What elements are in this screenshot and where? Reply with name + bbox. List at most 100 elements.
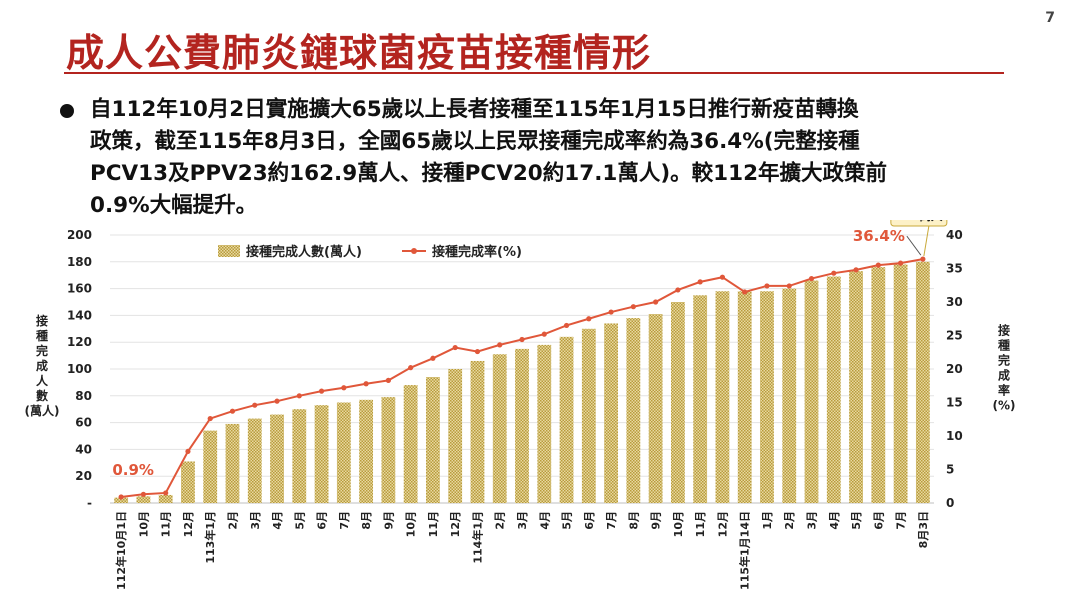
x-tick-label: 12月 <box>449 511 462 537</box>
x-tick-label: 6月 <box>316 511 329 530</box>
last-count-callout <box>890 220 948 227</box>
rate-point <box>341 385 347 391</box>
x-tick-label: 1月 <box>761 511 774 530</box>
rate-point <box>764 283 770 289</box>
last-rate-label: 36.4% <box>853 227 905 245</box>
y-right-tick-label: 25 <box>946 329 963 343</box>
x-tick-label: 114年1月 <box>470 511 484 564</box>
summary-text: 自112年10月2日實施擴大65歲以上長者接種至115年1月15日推行新疫苗轉換… <box>90 94 1040 222</box>
rate-point <box>563 322 570 329</box>
rate-point <box>808 275 815 282</box>
rate-point <box>474 348 481 355</box>
y-left-tick-label: 140 <box>67 308 92 322</box>
rate-point <box>586 316 592 322</box>
rate-point <box>497 342 503 348</box>
bar <box>515 348 529 503</box>
summary-line: PCV13及PPV23約162.9萬人、接種PCV20約17.1萬人)。較112… <box>90 161 888 186</box>
x-tick-label: 4月 <box>271 511 284 530</box>
x-tick-label: 7月 <box>895 511 908 530</box>
bar <box>270 414 284 503</box>
summary-line: 政策，截至115年8月3日，全國65歲以上民眾接種完成率約為36.4%(完整接種 <box>90 129 860 154</box>
bar-series <box>114 261 930 503</box>
rate-point <box>519 336 525 343</box>
bar <box>314 405 329 503</box>
bar <box>915 261 930 503</box>
x-tick-label: 10月 <box>672 511 685 537</box>
x-tick-label: 6月 <box>872 511 885 530</box>
rate-point <box>163 490 169 496</box>
vaccination-chart: - 20 40 60 80 100 120 140 160 180 200 0 5 10 15 20 25 30 3… <box>25 220 1016 590</box>
rate-point <box>742 289 748 295</box>
slide-title: 成人公費肺炎鏈球菌疫苗接種情形 <box>66 31 652 75</box>
bullet-dot-icon <box>60 104 74 118</box>
legend-line-marker <box>411 248 417 254</box>
bar <box>871 267 886 503</box>
x-tick-label: 11月 <box>694 511 707 537</box>
x-tick-label: 112年10月1日 <box>114 511 128 590</box>
x-tick-label: 5月 <box>850 511 863 530</box>
x-tick-label: 10月 <box>137 511 150 537</box>
x-tick-label: 8月 <box>627 511 640 530</box>
legend-bar-swatch <box>218 245 240 257</box>
rate-point <box>140 491 147 497</box>
x-tick-label: 4月 <box>828 511 841 530</box>
rate-point <box>653 299 659 305</box>
rate-point <box>786 283 792 289</box>
bar <box>203 430 218 503</box>
bar <box>626 318 641 503</box>
bar <box>492 354 507 503</box>
x-tick-label: 113年1月 <box>203 511 217 564</box>
summary-line: 0.9%大幅提升。 <box>90 193 258 218</box>
rate-point <box>697 279 703 285</box>
rate-point <box>385 377 391 383</box>
bar <box>804 280 819 503</box>
x-tick-label: 2月 <box>494 511 507 530</box>
x-tick-label: 3月 <box>806 511 819 530</box>
bar <box>247 418 262 503</box>
bar <box>737 291 752 503</box>
legend-bar-label: 接種完成人數(萬人) <box>246 244 362 260</box>
rate-point <box>318 388 325 394</box>
legend: 接種完成人數(萬人) 接種完成率(%) <box>218 244 522 260</box>
x-tick-label: 2月 <box>783 511 796 530</box>
y-left-tick-label: 100 <box>67 362 92 376</box>
y-left-tick-label: 160 <box>67 282 92 296</box>
bar <box>158 494 173 503</box>
x-tick-label: 9月 <box>382 511 395 530</box>
bar <box>693 295 708 503</box>
rate-point <box>118 494 124 500</box>
x-tick-label: 3月 <box>249 511 262 530</box>
rate-point <box>719 274 726 280</box>
bar <box>670 302 685 503</box>
x-tick-label: 3月 <box>516 511 529 530</box>
last-count-label: 180萬人 <box>895 220 943 223</box>
x-tick-label: 11月 <box>160 511 173 537</box>
bar <box>470 360 485 503</box>
summary-line: 自112年10月2日實施擴大65歲以上長者接種至115年1月15日推行新疫苗轉換 <box>90 97 859 122</box>
y-left-axis-title: 接種完成人數(萬人) <box>25 313 60 418</box>
bar <box>849 271 863 503</box>
y-left-tick-label: 80 <box>75 389 92 403</box>
title-underline <box>64 72 1004 74</box>
x-tick-label: 6月 <box>583 511 596 530</box>
bar <box>426 377 440 503</box>
y-left-tick-label: 120 <box>67 335 92 349</box>
annotations: 0.9% 36.4% 180萬人 <box>112 220 948 479</box>
y-left-tick-label: 40 <box>75 442 92 456</box>
bar <box>760 291 774 503</box>
bar <box>381 397 396 503</box>
y-right-axis-title: 接種完成率(%) <box>993 323 1016 413</box>
bar <box>559 336 574 503</box>
y-right-tick-label: 10 <box>946 429 963 443</box>
y-right-tick-label: 5 <box>946 463 954 477</box>
y-right-tick-label: 15 <box>946 396 963 410</box>
bar <box>136 496 151 503</box>
bar <box>648 314 663 503</box>
y-right-tick-label: 40 <box>946 228 963 242</box>
bar <box>581 328 596 503</box>
rate-point <box>207 415 213 422</box>
bar <box>359 399 374 503</box>
rate-point <box>630 304 636 310</box>
last-rate-leader <box>906 235 922 256</box>
rate-point <box>363 381 369 387</box>
